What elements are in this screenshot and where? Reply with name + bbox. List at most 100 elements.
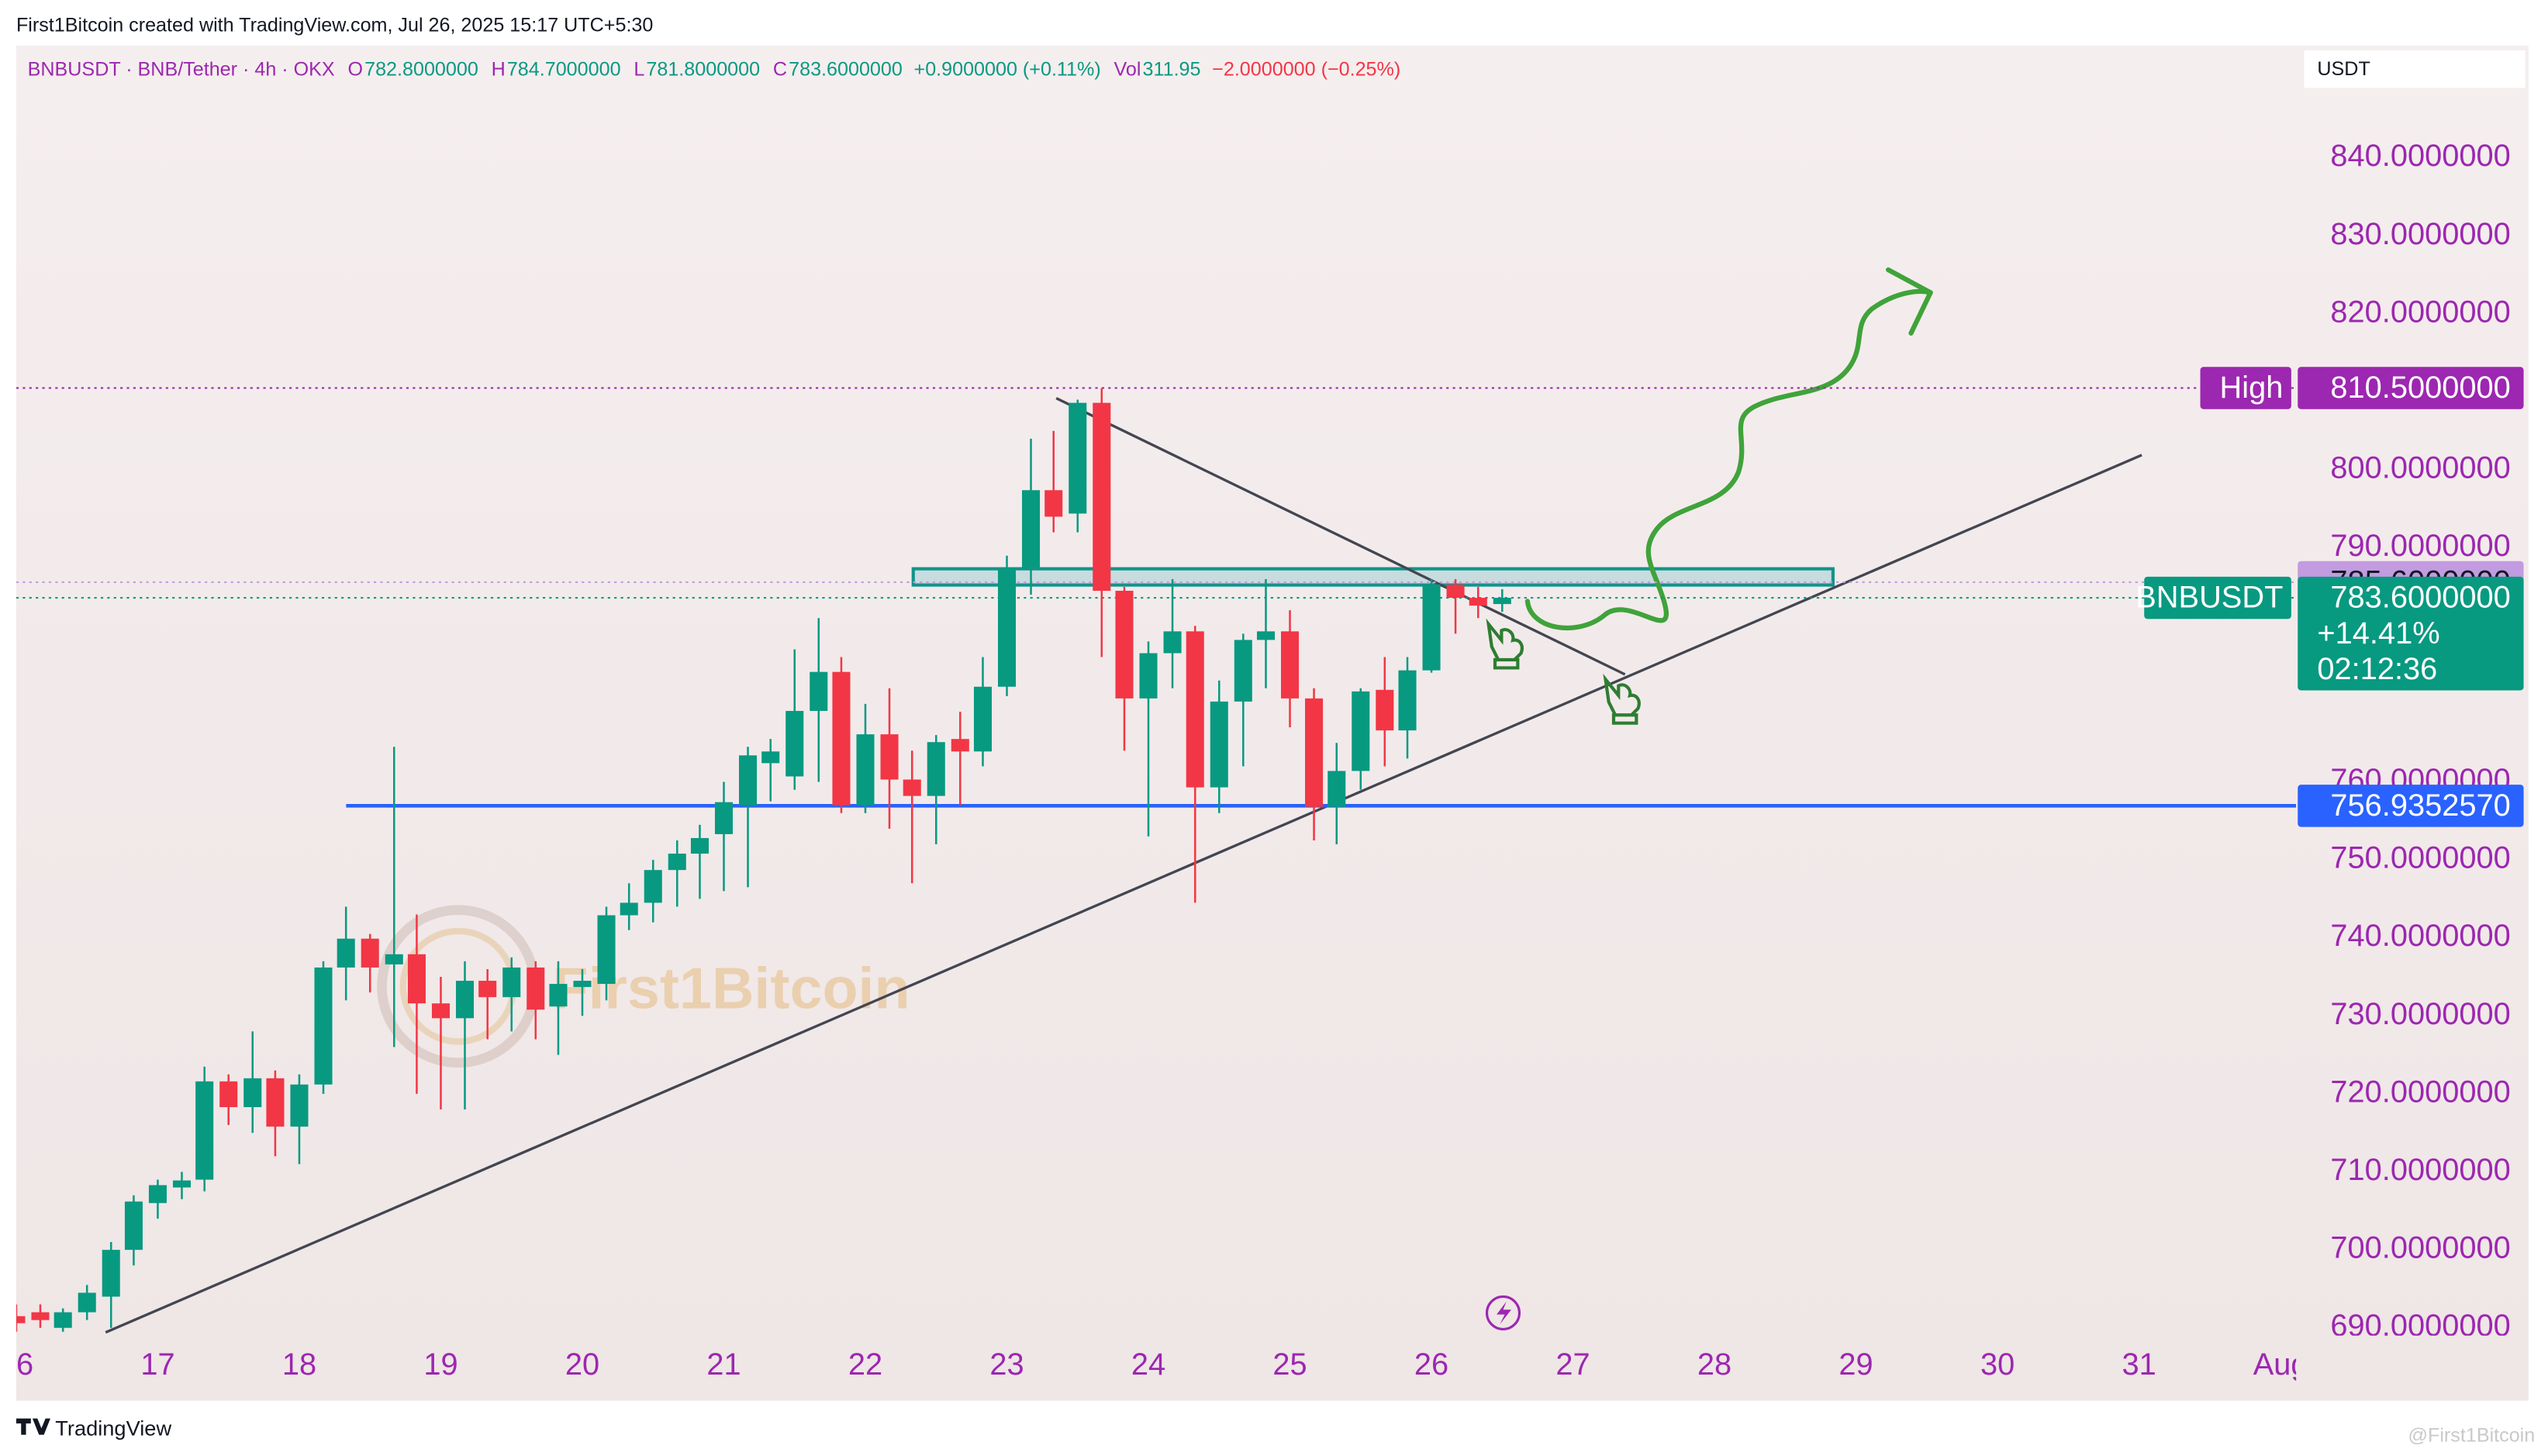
candle-body	[290, 1084, 309, 1127]
price-label-name-box	[2200, 367, 2291, 409]
candle-body	[832, 671, 851, 806]
price-label-name-box	[2144, 576, 2291, 619]
candle-body	[644, 870, 662, 903]
footer: TradingView	[55, 1416, 171, 1440]
price-label: 783.6000000	[2330, 581, 2510, 615]
x-tick-label: 30	[1980, 1347, 2015, 1382]
x-tick-label: 29	[1838, 1347, 1873, 1382]
y-tick-label: 720.0000000	[2330, 1075, 2510, 1109]
y-tick-label: 690.0000000	[2330, 1309, 2510, 1343]
ohlc-key: H	[492, 58, 506, 80]
candle-body	[1352, 691, 1370, 771]
legend-line: BNBUSDT · BNB/Tether · 4h · OKX O 782.8000…	[28, 58, 1401, 80]
candle-body	[54, 1312, 72, 1328]
y-tick-label: 830.0000000	[2330, 217, 2510, 251]
arrow-head	[1886, 267, 1933, 336]
candle-body	[1210, 701, 1228, 788]
x-tick-label: 23	[989, 1347, 1024, 1382]
volume-change: −2.0000000 (−0.25%)	[1212, 58, 1400, 80]
bar-countdown: 02:12:36	[2317, 652, 2437, 686]
time-axis: 6 17 18 19 20 21 22 23 24 25 26 27 28 29 30 31 Aug	[16, 1347, 2308, 1382]
candle-body	[502, 967, 521, 998]
candle-body	[785, 710, 804, 777]
candle-body	[927, 742, 945, 796]
candle-body	[1469, 598, 1487, 606]
candle-body	[148, 1185, 167, 1203]
candle-body	[314, 967, 333, 1085]
x-tick-label: 28	[1697, 1347, 1731, 1382]
candle-body	[16, 1316, 26, 1323]
price-label: 756.9352570	[2330, 788, 2510, 823]
currency-box	[2304, 50, 2526, 88]
candle-body	[1234, 640, 1252, 702]
ohlc-value: 781.8000000	[646, 58, 760, 80]
ohlc-key: L	[634, 58, 644, 80]
x-tick-label: 31	[2122, 1347, 2156, 1382]
event-icon-bolt	[1497, 1301, 1511, 1325]
x-tick-label: 17	[140, 1347, 174, 1382]
candle-body	[951, 739, 969, 752]
candle-body	[1256, 631, 1276, 640]
candle-body	[880, 734, 899, 780]
candle-body	[243, 1078, 262, 1108]
chart-background	[16, 45, 2529, 1401]
x-tick-label: 20	[565, 1347, 599, 1382]
price-label-name: BNBUSDT	[2135, 581, 2283, 615]
candle-body	[668, 854, 686, 871]
candle-body	[714, 802, 734, 834]
x-tick-label: 26	[1414, 1347, 1448, 1382]
x-tick-label: 25	[1272, 1347, 1307, 1382]
ohlc-key: O	[347, 58, 363, 80]
candle-body	[739, 755, 758, 806]
candle-body	[1398, 670, 1417, 731]
x-tick-label: 27	[1555, 1347, 1590, 1382]
candle-body	[455, 981, 475, 1019]
event-icon	[1485, 1295, 1521, 1330]
x-tick-label: 24	[1131, 1347, 1165, 1382]
candle-body	[1022, 490, 1041, 568]
ohlc-value: 783.6000000	[789, 58, 903, 80]
y-tick-label: 750.0000000	[2330, 841, 2510, 875]
candle-body	[573, 981, 592, 988]
hand-icon	[1486, 618, 1524, 670]
y-tick-label: 800.0000000	[2330, 451, 2510, 485]
price-change: +14.41%	[2317, 616, 2439, 650]
candle-body	[1115, 591, 1134, 699]
price-labels: 810.5000000High785.6000000783.6000000+14…	[2135, 367, 2524, 827]
y-tick-label: 730.0000000	[2330, 997, 2510, 1031]
candle-body	[810, 671, 828, 711]
y-tick-label: 700.0000000	[2330, 1231, 2510, 1265]
x-tick-label: 18	[282, 1347, 316, 1382]
candle-body	[856, 734, 875, 806]
candle-body	[1493, 598, 1511, 605]
trendline-down	[1055, 397, 1626, 676]
candle-body	[1376, 689, 1394, 731]
x-tick-label: Aug	[2253, 1347, 2308, 1382]
plot-area: First1Bitcoin	[16, 267, 2297, 1334]
candle-body	[1186, 631, 1204, 788]
candle-body	[266, 1078, 285, 1127]
projection-arrow	[1524, 288, 1933, 631]
candle-body	[620, 902, 638, 916]
price-label-box	[2298, 367, 2524, 409]
ohlc-value: 784.7000000	[507, 58, 621, 80]
candle-body	[124, 1201, 143, 1251]
candle-body	[1163, 631, 1182, 654]
candle-body	[195, 1081, 214, 1180]
ohlc-value: 782.8000000	[364, 58, 478, 80]
candle-body	[478, 981, 497, 998]
y-tick-label: 840.0000000	[2330, 139, 2510, 173]
tradingview-logo	[16, 1418, 50, 1435]
candle-body	[172, 1180, 192, 1188]
price-label-box	[2298, 785, 2524, 827]
candle-body	[78, 1292, 96, 1313]
price-label-box	[2298, 576, 2524, 691]
candle-body	[31, 1312, 50, 1320]
x-tick-label: 19	[423, 1347, 457, 1382]
y-tick-label: 790.0000000	[2330, 529, 2510, 563]
candle-body	[337, 938, 355, 968]
candle-body	[1139, 653, 1158, 699]
candle-body	[903, 779, 921, 796]
candle-body	[361, 938, 379, 968]
resistance-zone	[911, 567, 1835, 587]
